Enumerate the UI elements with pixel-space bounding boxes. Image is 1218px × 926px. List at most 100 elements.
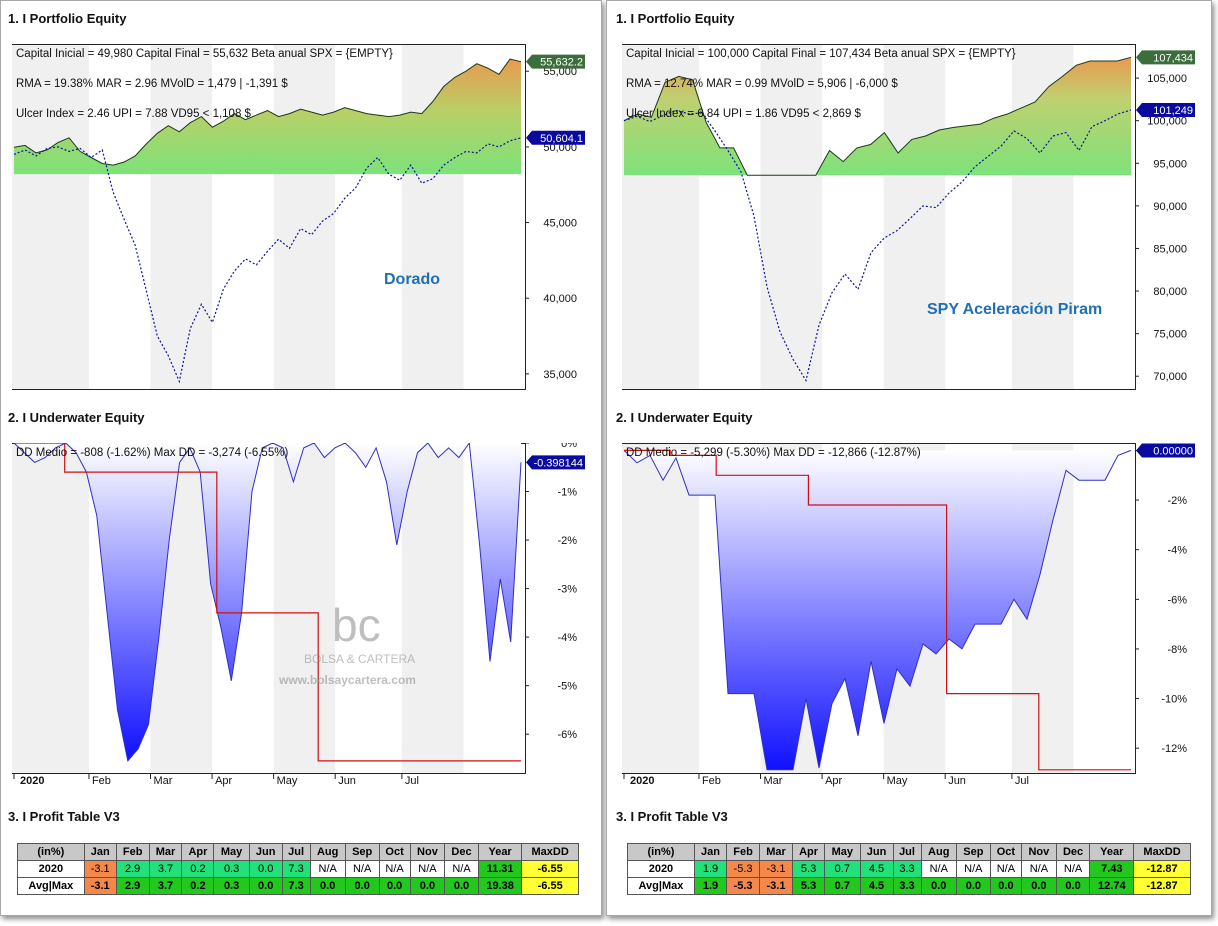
y-tick-label: 80,000 xyxy=(1153,286,1187,298)
y-tick-label: 90,000 xyxy=(1153,201,1187,213)
left-equity-title: 1. I Portfolio Equity xyxy=(8,11,127,26)
stats-line: RMA = 12.74% MAR = 0.99 MVolD = 5,906 | … xyxy=(626,78,898,90)
final-tag-bg xyxy=(526,54,585,69)
y-tick-label: 85,000 xyxy=(1153,243,1187,255)
profit-cell: N/A xyxy=(989,860,1023,878)
profit-header-cell: Sep xyxy=(955,843,991,861)
profit-cell: 0.2 xyxy=(181,877,215,895)
left-underwater-title: 2. I Underwater Equity xyxy=(8,410,145,425)
x-tick-label: May xyxy=(887,775,908,787)
stats-line: Capital Inicial = 100,000 Capital Final … xyxy=(626,48,1016,60)
stats-line: DD Medio = -5,299 (-5.30%) Max DD = -12,… xyxy=(626,447,921,459)
right-underwater-title: 2. I Underwater Equity xyxy=(616,410,753,425)
month-band xyxy=(401,444,464,773)
profit-cell: 1.9 xyxy=(693,860,728,878)
profit-cell: 19.38 xyxy=(477,877,523,895)
profit-cell: 3.3 xyxy=(892,877,922,895)
stats-line: Ulcer Index = 6.84 UPI = 1.86 VD95 < 2,8… xyxy=(626,108,862,120)
underwater-tag-bg xyxy=(1136,443,1195,458)
y-tick-label: 75,000 xyxy=(1153,329,1187,341)
profit-header-cell: Aug xyxy=(309,843,346,861)
benchmark-line xyxy=(13,137,522,384)
profit-cell: 0.0 xyxy=(920,877,957,895)
profit-cell: 7.43 xyxy=(1089,860,1135,878)
profit-header-cell: Feb xyxy=(726,843,761,861)
month-band xyxy=(883,45,946,389)
x-tick-label: Jul xyxy=(1015,775,1029,787)
y-tick-label: -12% xyxy=(1161,743,1187,755)
profit-cell: N/A xyxy=(378,860,411,878)
y-tick-label: 35,000 xyxy=(543,369,577,381)
right-profit-title: 3. I Profit Table V3 xyxy=(616,809,728,824)
profit-header-cell: Dec xyxy=(444,843,479,861)
benchmark-tag-bg xyxy=(1136,103,1195,118)
profit-header-cell: Jul xyxy=(892,843,922,861)
profit-cell: 7.3 xyxy=(281,860,311,878)
final-tag-bg xyxy=(1136,50,1195,65)
left-underwater-chart: 2020 Feb Mar Apr May Jun Jul 0% -1% -2% -3% -4% -5% -… xyxy=(12,443,585,787)
profit-header-cell: Jan xyxy=(83,843,117,861)
final-tag-text: 55,632.2 xyxy=(540,57,583,69)
profit-row: 2020 -3.1 2.9 3.7 0.2 0.3 0.0 7.3 N/A N/A N/A N/A N/… xyxy=(17,860,579,878)
equity-area xyxy=(14,59,521,175)
y-tick-label: 95,000 xyxy=(1153,158,1187,170)
left-profit-table: (in%) Jan Feb Mar Apr May Jun Jul Aug Sep Oct Nov De… xyxy=(17,843,579,895)
profit-cell: 5.3 xyxy=(791,877,826,895)
left-profit-title: 3. I Profit Table V3 xyxy=(8,809,120,824)
x-tick-label: Mar xyxy=(154,775,173,787)
right-equity-title: 1. I Portfolio Equity xyxy=(616,11,735,26)
strategy-label: Dorado xyxy=(384,271,440,288)
profit-cell: 7.3 xyxy=(281,877,311,895)
stats-line: Ulcer Index = 2.46 UPI = 7.88 VD95 < 1,1… xyxy=(16,108,252,120)
month-band xyxy=(12,444,89,773)
right-equity-chart: 2020FebMarAprMayJunJul70,00075,00080,000… xyxy=(622,44,1195,390)
month-band xyxy=(273,45,336,389)
y-tick-label: -3% xyxy=(557,584,577,596)
profit-header-row: (in%) Jan Feb Mar Apr May Jun Jul Aug Sep Oct Nov De… xyxy=(627,843,1191,861)
profit-cell: N/A xyxy=(920,860,957,878)
y-tick-label: 0% xyxy=(561,443,577,450)
profit-cell: 4.5 xyxy=(859,860,894,878)
profit-cell: 0.0 xyxy=(1055,877,1091,895)
profit-cell: -3.1 xyxy=(759,860,793,878)
profit-cell: N/A xyxy=(1021,860,1057,878)
y-tick-label: -1% xyxy=(557,487,577,499)
x-tick-label: May xyxy=(277,775,298,787)
profit-header-cell: Year xyxy=(477,843,523,861)
underwater-area xyxy=(624,450,1131,770)
y-tick-label: 70,000 xyxy=(1153,371,1187,383)
x-tick-label: Jul xyxy=(405,775,419,787)
month-band xyxy=(273,444,336,773)
equity-area xyxy=(624,57,1131,176)
y-tick-label: -5% xyxy=(557,681,577,693)
right-profit-table: (in%) Jan Feb Mar Apr May Jun Jul Aug Sep Oct Nov De… xyxy=(627,843,1191,895)
y-tick-label: -8% xyxy=(1167,644,1187,656)
y-tick-label: -2% xyxy=(1167,495,1187,507)
y-tick-label: -4% xyxy=(1167,545,1187,557)
profit-cell: -5.3 xyxy=(726,877,761,895)
profit-cell: 0.0 xyxy=(344,877,380,895)
profit-header-cell: Nov xyxy=(409,843,446,861)
y-tick-label: -4% xyxy=(557,632,577,644)
profit-header-cell: Apr xyxy=(791,843,826,861)
profit-header-cell: May xyxy=(824,843,861,861)
x-tick-label: Mar xyxy=(764,775,783,787)
y-tick-label: 55,000 xyxy=(543,66,577,78)
underwater-line xyxy=(13,443,522,763)
maxdd-line xyxy=(14,443,521,762)
profit-header-cell: Mar xyxy=(759,843,793,861)
profit-cell: -3.1 xyxy=(83,877,117,895)
profit-header-cell: Jun xyxy=(248,843,283,861)
profit-cell: 3.7 xyxy=(148,860,183,878)
profit-header-cell: Mar xyxy=(148,843,183,861)
profit-header-cell: Jul xyxy=(281,843,311,861)
profit-header-cell: Apr xyxy=(181,843,215,861)
profit-cell: 0.0 xyxy=(444,877,479,895)
profit-cell: 0.3 xyxy=(213,860,250,878)
profit-row-label: Avg|Max xyxy=(17,877,85,895)
y-tick-label: -10% xyxy=(1161,694,1187,706)
y-tick-label: 45,000 xyxy=(543,218,577,230)
profit-cell: N/A xyxy=(955,860,991,878)
underwater-tag-text: 0.00000 xyxy=(1153,445,1193,457)
x-tick-label: Apr xyxy=(215,775,232,787)
